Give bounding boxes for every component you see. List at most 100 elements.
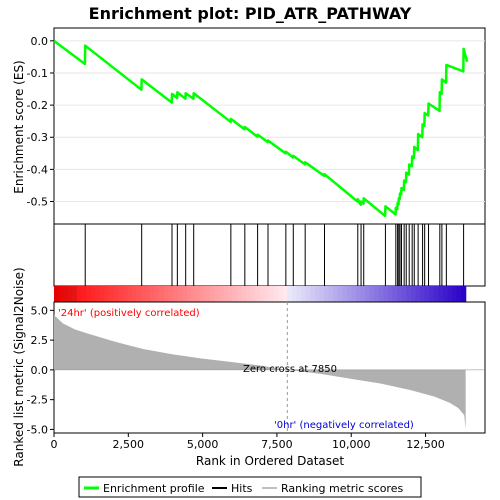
heatmap-segment — [451, 286, 458, 302]
es-tick-label: 0.0 — [31, 35, 49, 48]
x-tick-label: 2,500 — [113, 438, 145, 451]
heatmap-segment — [419, 286, 426, 302]
heatmap-segment — [360, 286, 366, 302]
es-panel — [53, 27, 486, 225]
heatmap-segment — [346, 286, 352, 302]
heatmap-segment — [287, 286, 293, 302]
heatmap-segment — [118, 286, 124, 302]
heatmap-segment — [159, 286, 165, 302]
metric-tick-label: 0.0 — [31, 364, 49, 377]
heatmap-segment — [236, 286, 243, 302]
heatmap-segment — [424, 286, 430, 302]
heatmap-segment — [177, 286, 183, 302]
heatmap-segment — [397, 286, 403, 302]
heatmap-segment — [383, 286, 389, 302]
heatmap-segment — [268, 286, 275, 302]
legend-metric-label: Ranking metric scores — [281, 482, 403, 495]
heatmap-segment — [278, 286, 284, 302]
x-tick-label: 7,500 — [261, 438, 293, 451]
x-axis-label: Rank in Ordered Dataset — [196, 454, 344, 468]
heatmap-segment — [342, 286, 348, 302]
heatmap-segment — [227, 286, 233, 302]
heatmap-segment — [429, 286, 435, 302]
heatmap-segment — [319, 286, 325, 302]
heatmap-segment — [140, 286, 147, 302]
heatmap-segment — [374, 286, 380, 302]
heatmap-segment — [58, 286, 64, 302]
es-tick-label: -0.4 — [27, 163, 48, 176]
heatmap-segment — [406, 286, 412, 302]
heatmap-segment — [378, 286, 384, 302]
heatmap-segment — [387, 286, 394, 302]
x-tick-label: 10,000 — [332, 438, 371, 451]
heatmap-segment — [99, 286, 105, 302]
heatmap-segment — [72, 286, 78, 302]
heatmap-segment — [323, 286, 330, 302]
metric-tick-label: -5.0 — [27, 423, 48, 436]
heatmap-segment — [365, 286, 371, 302]
heatmap-segment — [67, 286, 73, 302]
legend-enrichment-label: Enrichment profile — [103, 482, 205, 495]
metric-tick-label: 2.5 — [31, 334, 49, 347]
es-tick-label: -0.3 — [27, 131, 48, 144]
heatmap-segment — [131, 286, 137, 302]
metric-tick-label: -2.5 — [27, 394, 48, 407]
heatmap-segment — [63, 286, 69, 302]
es-tick-label: -0.5 — [27, 196, 48, 209]
heatmap-segment — [113, 286, 119, 302]
zero-cross-label: Zero cross at 7850 — [243, 364, 337, 375]
positive-correlation-label: '24hr' (positively correlated) — [58, 308, 200, 319]
heatmap-segment — [273, 286, 279, 302]
heatmap-segment — [328, 286, 334, 302]
heatmap-segment — [104, 286, 110, 302]
heatmap-segment — [291, 286, 298, 302]
heatmap-segment — [90, 286, 96, 302]
heatmap-segment — [433, 286, 439, 302]
heatmap-segment — [168, 286, 174, 302]
heatmap-segment — [314, 286, 320, 302]
heatmap-segment — [136, 286, 142, 302]
legend-hits-label: Hits — [231, 482, 253, 495]
es-axis-label: Enrichment score (ES) — [12, 60, 26, 193]
x-tick-label: 0 — [51, 438, 58, 451]
heatmap-segment — [255, 286, 261, 302]
heatmap-segment — [200, 286, 206, 302]
heatmap-segment — [415, 286, 421, 302]
heatmap-segment — [442, 286, 448, 302]
metric-axis-label: Ranked list metric (Signal2Noise) — [12, 267, 26, 466]
heatmap-segment — [241, 286, 247, 302]
heatmap-segment — [337, 286, 343, 302]
heatmap-segment — [76, 286, 83, 302]
heatmap-segment — [163, 286, 169, 302]
heatmap-segment — [122, 286, 128, 302]
heatmap-segment — [296, 286, 302, 302]
heatmap-segment — [172, 286, 179, 302]
rank-heatmap-bar — [54, 286, 467, 302]
heatmap-segment — [351, 286, 357, 302]
heatmap-segment — [456, 286, 462, 302]
heatmap-segment — [86, 286, 92, 302]
heatmap-segment — [195, 286, 201, 302]
x-tick-label: 5,000 — [187, 438, 219, 451]
es-tick-label: -0.1 — [27, 67, 48, 80]
heatmap-segment — [310, 286, 316, 302]
heatmap-segment — [305, 286, 311, 302]
heatmap-segment — [218, 286, 224, 302]
legend-box — [78, 476, 422, 498]
heatmap-segment — [232, 286, 238, 302]
heatmap-segment — [95, 286, 101, 302]
ranking-metric-area — [54, 315, 466, 430]
heatmap-segment — [191, 286, 197, 302]
heatmap-segment — [333, 286, 339, 302]
negative-correlation-label: '0hr' (negatively correlated) — [274, 420, 414, 431]
x-tick-label: 12,500 — [406, 438, 445, 451]
heatmap-segment — [209, 286, 215, 302]
heatmap-segment — [145, 286, 151, 302]
heatmap-segment — [410, 286, 416, 302]
heatmap-segment — [438, 286, 444, 302]
heatmap-segment — [108, 286, 115, 302]
hits-panel — [53, 223, 486, 287]
heatmap-segment — [223, 286, 229, 302]
heatmap-segment — [259, 286, 266, 302]
